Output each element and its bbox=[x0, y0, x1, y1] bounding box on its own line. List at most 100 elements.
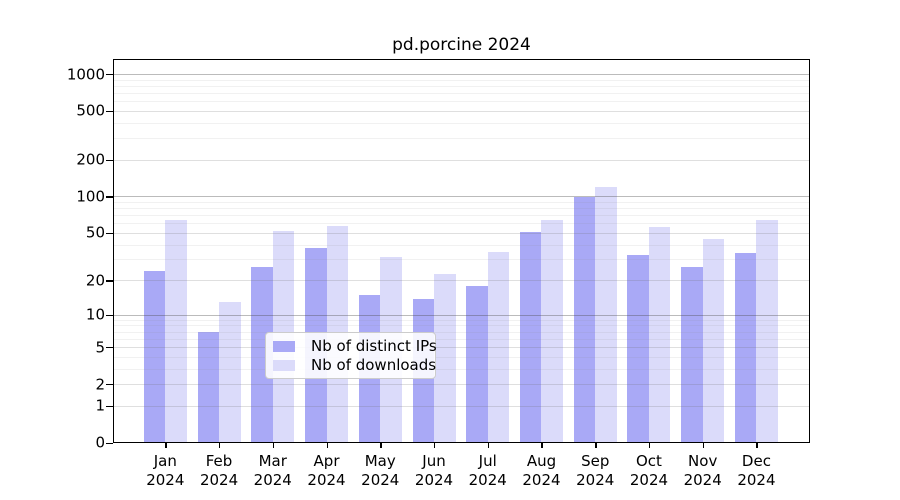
y-tick-mark bbox=[106, 405, 113, 408]
legend-swatch-downloads bbox=[273, 359, 295, 371]
minor-gridline bbox=[113, 138, 810, 140]
y-tick-mark bbox=[106, 442, 113, 445]
y-tick-label-20: 20 bbox=[85, 271, 105, 290]
x-tick-label-jul: Jul 2024 bbox=[468, 452, 507, 489]
minor-gridline bbox=[113, 201, 810, 203]
legend-row: Nb of distinct IPs bbox=[273, 338, 437, 354]
y-tick-mark bbox=[106, 74, 113, 76]
bar-sep-downloads bbox=[595, 186, 617, 443]
bar-feb-downloads bbox=[219, 302, 241, 443]
bar-jul-downloads bbox=[487, 251, 510, 443]
minor-gridline bbox=[113, 319, 810, 321]
bar-jun-downloads bbox=[434, 273, 456, 443]
minor-gridline bbox=[113, 215, 810, 217]
minor-gridline bbox=[113, 325, 810, 327]
y-tick-mark bbox=[106, 159, 113, 162]
gridline-200 bbox=[113, 159, 810, 161]
minor-gridline bbox=[113, 85, 810, 87]
y-tick-label-500: 500 bbox=[76, 101, 105, 120]
bar-aug-downloads bbox=[541, 219, 563, 443]
y-tick-label-1: 1 bbox=[95, 396, 105, 415]
bar-feb-distinct-ips bbox=[197, 332, 220, 443]
minor-gridline bbox=[113, 223, 810, 225]
bar-oct-downloads bbox=[648, 226, 671, 443]
legend-row: Nb of downloads bbox=[273, 357, 436, 373]
x-tick-mark bbox=[380, 443, 382, 448]
bar-dec-distinct-ips bbox=[734, 253, 757, 443]
bar-jan-distinct-ips bbox=[143, 271, 166, 443]
chart-title: pd.porcine 2024 bbox=[392, 35, 531, 55]
gridline-500 bbox=[113, 110, 810, 112]
y-tick-mark bbox=[106, 314, 113, 317]
y-tick-label-5: 5 bbox=[95, 338, 105, 357]
legend-label-distinct-ips: Nb of distinct IPs bbox=[311, 336, 437, 355]
minor-gridline bbox=[113, 331, 810, 333]
x-tick-label-dec: Dec 2024 bbox=[737, 452, 776, 489]
legend: Nb of distinct IPs Nb of downloads bbox=[265, 332, 437, 379]
x-tick-label-mar: Mar 2024 bbox=[253, 452, 292, 489]
legend-label-downloads: Nb of downloads bbox=[311, 355, 437, 374]
y-tick-label-200: 200 bbox=[76, 150, 105, 169]
minor-gridline bbox=[113, 93, 810, 95]
y-tick-mark bbox=[106, 196, 113, 198]
x-tick-mark bbox=[434, 443, 436, 448]
bar-aug-distinct-ips bbox=[519, 232, 542, 443]
gridline-100 bbox=[113, 196, 810, 198]
minor-gridline bbox=[113, 79, 810, 81]
x-tick-mark bbox=[702, 443, 705, 448]
x-tick-label-aug: Aug 2024 bbox=[522, 452, 561, 489]
gridline-2 bbox=[113, 384, 810, 386]
gridline-10 bbox=[113, 314, 810, 316]
gridline-5 bbox=[113, 347, 810, 349]
y-tick-mark bbox=[106, 110, 113, 113]
bar-nov-distinct-ips bbox=[681, 267, 703, 443]
x-tick-mark bbox=[165, 443, 167, 448]
y-tick-mark bbox=[106, 384, 113, 386]
x-tick-label-may: May 2024 bbox=[361, 452, 400, 489]
y-tick-label-1000: 1000 bbox=[66, 65, 105, 83]
x-tick-label-nov: Nov 2024 bbox=[683, 452, 722, 489]
x-tick-label-jun: Jun 2024 bbox=[414, 452, 454, 489]
minor-gridline bbox=[113, 101, 810, 103]
bar-jul-distinct-ips bbox=[466, 286, 488, 443]
x-tick-label-apr: Apr 2024 bbox=[307, 452, 346, 489]
minor-gridline bbox=[113, 208, 810, 210]
gridline-50 bbox=[113, 232, 810, 234]
x-tick-mark bbox=[487, 443, 490, 448]
y-tick-label-100: 100 bbox=[76, 187, 105, 206]
minor-gridline bbox=[113, 356, 810, 358]
minor-gridline bbox=[113, 122, 810, 124]
bar-mar-distinct-ips bbox=[251, 267, 273, 443]
x-tick-mark bbox=[219, 443, 221, 448]
plot-area bbox=[113, 59, 810, 443]
x-tick-mark bbox=[541, 443, 543, 448]
y-tick-label-50: 50 bbox=[85, 223, 105, 242]
bar-jan-downloads bbox=[165, 219, 187, 443]
legend-swatch-distinct-ips bbox=[273, 340, 295, 352]
x-tick-label-sep: Sep 2024 bbox=[576, 452, 615, 489]
x-tick-label-feb: Feb 2024 bbox=[199, 452, 239, 489]
minor-gridline bbox=[113, 244, 810, 246]
x-tick-mark bbox=[756, 443, 758, 448]
x-tick-mark bbox=[648, 443, 651, 448]
bar-dec-downloads bbox=[756, 220, 778, 443]
minor-gridline bbox=[113, 368, 810, 370]
x-tick-mark bbox=[595, 443, 597, 448]
y-tick-mark bbox=[106, 347, 113, 349]
bar-oct-distinct-ips bbox=[627, 255, 649, 443]
y-tick-mark bbox=[106, 280, 113, 282]
x-tick-label-jan: Jan 2024 bbox=[146, 452, 185, 489]
y-tick-label-0: 0 bbox=[95, 433, 105, 452]
minor-gridline bbox=[113, 338, 810, 340]
gridline-20 bbox=[113, 280, 810, 282]
minor-gridline bbox=[113, 259, 810, 261]
y-tick-label-10: 10 bbox=[85, 305, 105, 324]
x-tick-label-oct: Oct 2024 bbox=[629, 452, 669, 489]
x-tick-mark bbox=[326, 443, 328, 448]
bar-nov-downloads bbox=[702, 238, 725, 443]
y-tick-mark bbox=[106, 232, 113, 235]
x-tick-mark bbox=[272, 443, 275, 448]
bar-sep-distinct-ips bbox=[573, 197, 596, 443]
gridline-1 bbox=[113, 405, 810, 407]
